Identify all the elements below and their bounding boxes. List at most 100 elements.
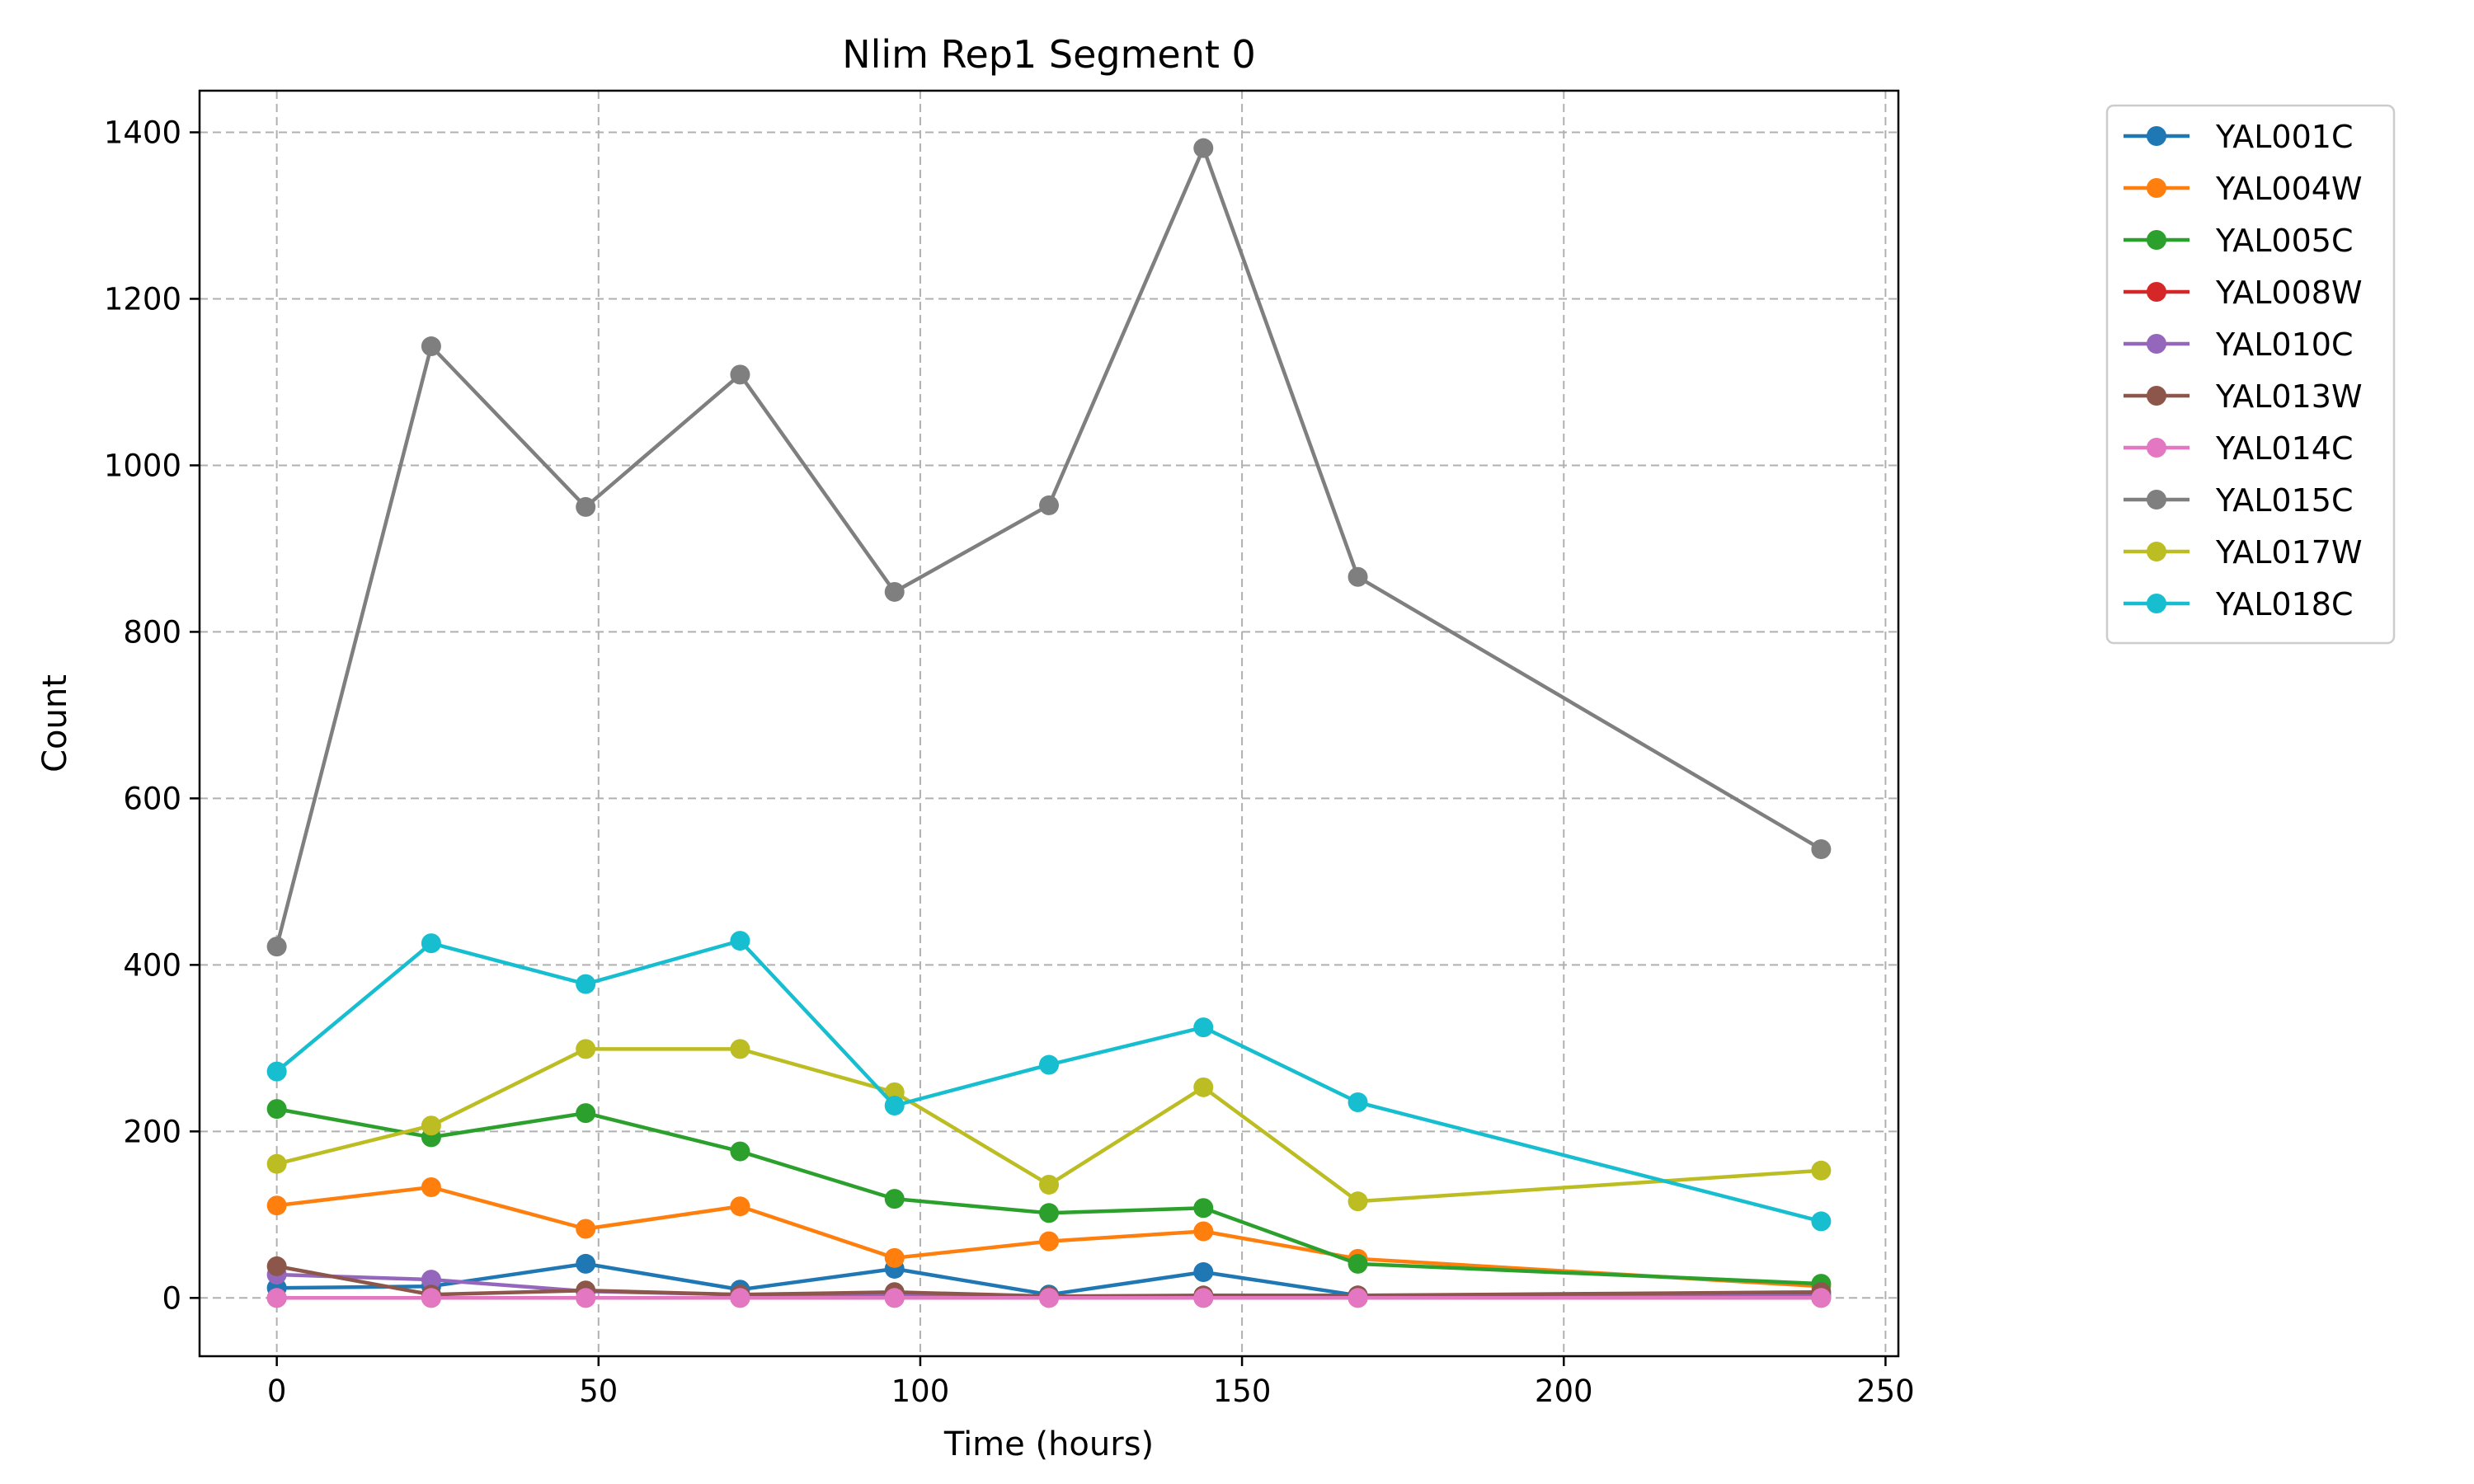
data-point [1193,1077,1214,1097]
data-point [421,1176,441,1197]
data-point [884,581,905,602]
data-point [730,931,750,951]
data-point [576,1039,596,1059]
data-point [576,1288,596,1308]
data-point [1193,1017,1214,1038]
data-point [266,1256,287,1276]
data-point [884,1247,905,1268]
x-tick-label: 150 [1213,1374,1272,1409]
legend-item: YAL015C [2124,482,2354,519]
data-point [1193,138,1214,158]
legend-marker [2147,178,2166,198]
legend-marker [2147,282,2166,302]
legend-item: YAL017W [2124,534,2363,571]
x-tick-label: 0 [267,1374,287,1409]
legend-marker [2147,334,2166,354]
legend-item: YAL005C [2124,223,2354,259]
series-lines [266,138,1832,1308]
data-point [730,1141,750,1162]
legend-label: YAL015C [2215,482,2354,519]
data-point [576,1103,596,1124]
data-point [884,1288,905,1308]
plot-frame [198,89,1900,1358]
legend-label: YAL013W [2215,378,2363,415]
data-point [884,1096,905,1116]
x-tick-label: 100 [891,1374,950,1409]
legend-marker [2147,438,2166,458]
series-YAL004W [266,1176,1832,1297]
series-YAL015C [266,138,1832,957]
series-line [275,146,1823,947]
legend-label: YAL018C [2215,586,2354,622]
data-point [1811,838,1832,859]
data-point [1039,1203,1059,1223]
y-tick-label: 800 [123,614,181,650]
data-point [1348,1191,1368,1212]
legend: YAL001C YAL004W YAL005C YAL008W YAL010C YAL01… [2105,104,2396,645]
data-point [1193,1198,1214,1219]
data-point [576,974,596,994]
y-axis-label: Count [36,674,74,773]
y-tick-label: 0 [162,1280,181,1316]
data-point [421,1288,441,1308]
legend-marker [2147,594,2166,613]
data-point [1039,1054,1059,1075]
data-point [1348,566,1368,587]
series-YAL014C [266,1288,1832,1308]
x-tick-label: 250 [1856,1374,1915,1409]
data-point [421,1115,441,1136]
series-line [276,1106,1822,1286]
legend-item: YAL013W [2124,378,2363,415]
data-point [1193,1221,1214,1242]
data-point [576,1219,596,1239]
data-point [1039,1174,1059,1195]
data-point [1811,1211,1832,1232]
legend-item: YAL004W [2124,171,2363,207]
series-YAL005C [266,1099,1832,1294]
data-point [1193,1288,1214,1308]
data-point [421,933,441,954]
legend-label: YAL010C [2215,326,2354,363]
data-point [266,1195,287,1216]
grid-lines [200,91,1898,1356]
data-point [266,1153,287,1174]
data-point [266,1099,287,1120]
legend-label: YAL004W [2215,171,2363,207]
axis-ticks: 0 50 100 150 200 250 0 200 400 600 800 1000 1200 1400 [104,115,1915,1409]
legend-item: YAL008W [2124,275,2363,311]
legend-label: YAL005C [2215,223,2354,259]
data-point [730,1039,750,1059]
y-tick-label: 1400 [104,115,181,150]
data-point [576,496,596,517]
chart-title: Nlim Rep1 Segment 0 [842,32,1256,77]
series-YAL018C [266,931,1832,1232]
legend-item: YAL014C [2124,430,2354,467]
legend-marker [2147,490,2166,510]
data-point [266,937,287,957]
y-tick-label: 400 [123,947,181,983]
data-point [421,1270,441,1290]
data-point [1348,1253,1368,1274]
data-point [266,1061,287,1082]
data-point [730,1196,750,1217]
data-point [1811,1288,1832,1308]
legend-label: YAL001C [2215,119,2354,155]
x-tick-label: 200 [1535,1374,1593,1409]
legend-marker [2147,126,2166,146]
data-point [266,1288,287,1308]
data-point [1348,1288,1368,1308]
data-point [730,1288,750,1308]
legend-label: YAL014C [2215,430,2354,467]
legend-label: YAL017W [2215,534,2363,571]
x-axis-label: Time (hours) [943,1425,1154,1463]
y-tick-label: 1200 [104,281,181,317]
data-point [1039,1288,1059,1308]
legend-marker [2147,386,2166,406]
data-point [1193,1262,1214,1283]
y-tick-label: 600 [123,781,181,816]
data-point [1348,1092,1368,1112]
legend-item: YAL018C [2124,586,2354,622]
legend-label: YAL008W [2215,275,2363,311]
legend-marker [2147,230,2166,250]
